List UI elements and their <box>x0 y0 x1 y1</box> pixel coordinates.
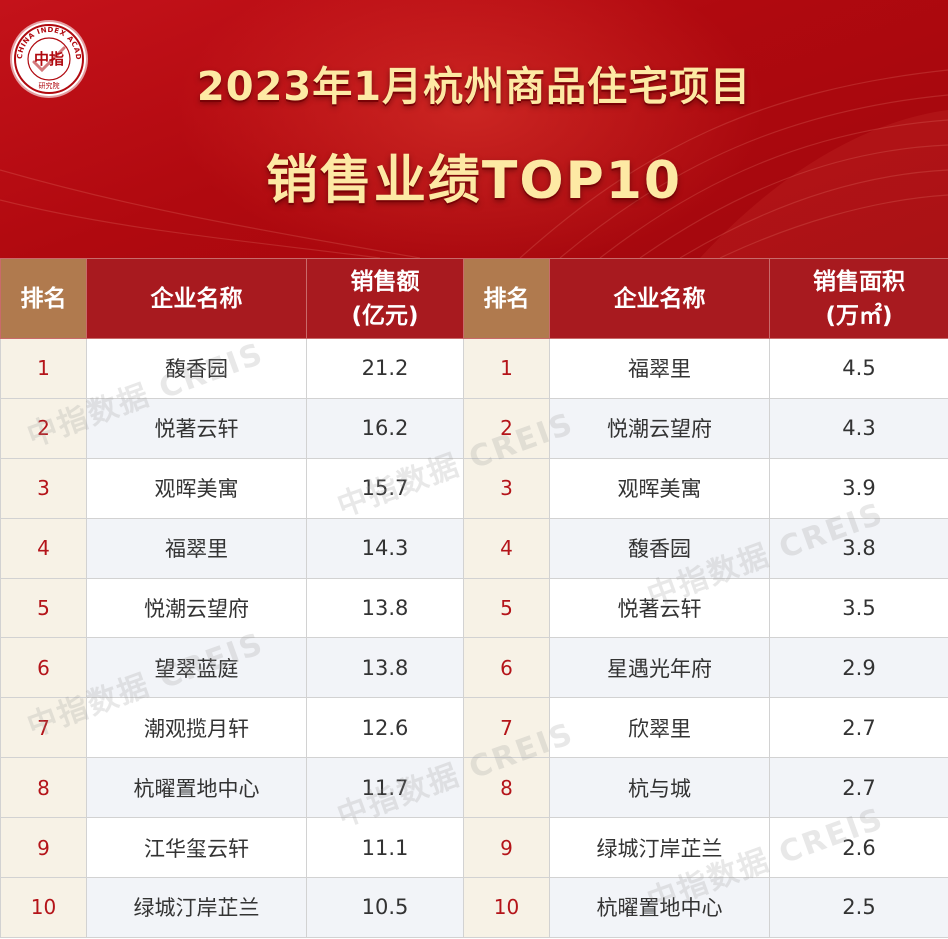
left-name-cell: 潮观揽月轩 <box>86 697 307 759</box>
right-value-cell: 4.5 <box>769 338 948 399</box>
left-rank-cell: 6 <box>0 637 87 699</box>
right-rank-header: 排名 <box>463 258 550 339</box>
right-value-cell: 4.3 <box>769 397 948 459</box>
header-banner: CHINA INDEX ACADEMY 中指 研究院 2023年1月杭州商品住宅… <box>0 0 948 258</box>
left-name-cell: 绿城汀岸芷兰 <box>86 877 307 938</box>
ranking-table: 排名 企业名称 销售额 (亿元) 排名 企业名称 销售面积 (万㎡) 1 馥香园… <box>0 258 948 938</box>
table-row: 6 望翠蓝庭 13.8 6 星遇光年府 2.9 <box>0 637 948 699</box>
table-row: 7 潮观揽月轩 12.6 7 欣翠里 2.7 <box>0 697 948 759</box>
right-rank-cell: 5 <box>463 577 550 639</box>
left-value-cell: 15.7 <box>306 457 464 519</box>
right-name-cell: 悦著云轩 <box>549 577 770 639</box>
left-value-cell: 14.3 <box>306 517 464 579</box>
table-row: 1 馥香园 21.2 1 福翠里 4.5 <box>0 338 948 399</box>
table-row: 2 悦著云轩 16.2 2 悦潮云望府 4.3 <box>0 397 948 459</box>
right-rank-cell: 4 <box>463 517 550 579</box>
left-name-cell: 悦著云轩 <box>86 397 307 459</box>
right-value-cell: 3.9 <box>769 457 948 519</box>
left-name-cell: 悦潮云望府 <box>86 577 307 639</box>
right-value-cell: 2.6 <box>769 817 948 879</box>
right-value-header: 销售面积 (万㎡) <box>769 258 948 339</box>
left-value-cell: 13.8 <box>306 637 464 699</box>
logo-seal-icon: CHINA INDEX ACADEMY 中指 研究院 <box>12 22 84 94</box>
right-name-cell: 杭与城 <box>549 757 770 819</box>
left-value-cell: 10.5 <box>306 877 464 938</box>
left-name-cell: 福翠里 <box>86 517 307 579</box>
right-value-cell: 2.5 <box>769 877 948 938</box>
right-name-cell: 绿城汀岸芷兰 <box>549 817 770 879</box>
left-value-header-unit: (亿元) <box>351 302 419 329</box>
page-title-line-2: 销售业绩TOP10 <box>265 151 683 211</box>
table-row: 8 杭曜置地中心 11.7 8 杭与城 2.7 <box>0 757 948 819</box>
left-rank-cell: 1 <box>0 338 87 399</box>
left-name-cell: 江华玺云轩 <box>86 817 307 879</box>
right-name-cell: 悦潮云望府 <box>549 397 770 459</box>
page-title-line-1: 2023年1月杭州商品住宅项目 <box>196 64 752 110</box>
right-rank-cell: 1 <box>463 338 550 399</box>
left-value-cell: 16.2 <box>306 397 464 459</box>
left-value-cell: 11.1 <box>306 817 464 879</box>
left-rank-cell: 5 <box>0 577 87 639</box>
right-name-cell: 观晖美寓 <box>549 457 770 519</box>
banner-wave-decoration <box>0 69 948 258</box>
left-name-cell: 杭曜置地中心 <box>86 757 307 819</box>
right-rank-cell: 8 <box>463 757 550 819</box>
left-name-cell: 馥香园 <box>86 338 307 399</box>
right-rank-cell: 6 <box>463 637 550 699</box>
right-name-cell: 杭曜置地中心 <box>549 877 770 938</box>
left-value-cell: 12.6 <box>306 697 464 759</box>
right-name-cell: 欣翠里 <box>549 697 770 759</box>
right-value-cell: 2.7 <box>769 757 948 819</box>
right-rank-cell: 7 <box>463 697 550 759</box>
table-header-row: 排名 企业名称 销售额 (亿元) 排名 企业名称 销售面积 (万㎡) <box>0 258 948 339</box>
left-rank-cell: 3 <box>0 457 87 519</box>
right-rank-cell: 9 <box>463 817 550 879</box>
left-name-header: 企业名称 <box>86 258 307 339</box>
right-name-cell: 星遇光年府 <box>549 637 770 699</box>
right-value-cell: 3.8 <box>769 517 948 579</box>
left-rank-cell: 10 <box>0 877 87 938</box>
right-value-header-title: 销售面积 <box>813 268 905 295</box>
right-rank-cell: 3 <box>463 457 550 519</box>
left-value-header: 销售额 (亿元) <box>306 258 464 339</box>
logo: CHINA INDEX ACADEMY 中指 研究院 <box>12 22 86 96</box>
left-value-cell: 11.7 <box>306 757 464 819</box>
right-value-cell: 2.9 <box>769 637 948 699</box>
right-name-cell: 福翠里 <box>549 338 770 399</box>
left-rank-cell: 2 <box>0 397 87 459</box>
right-name-cell: 馥香园 <box>549 517 770 579</box>
right-value-cell: 2.7 <box>769 697 948 759</box>
left-rank-cell: 7 <box>0 697 87 759</box>
left-rank-cell: 9 <box>0 817 87 879</box>
left-value-cell: 21.2 <box>306 338 464 399</box>
table-row: 4 福翠里 14.3 4 馥香园 3.8 <box>0 517 948 579</box>
left-value-cell: 13.8 <box>306 577 464 639</box>
table-row: 3 观晖美寓 15.7 3 观晖美寓 3.9 <box>0 457 948 519</box>
right-value-header-unit: (万㎡) <box>825 302 893 329</box>
logo-sub-text: 研究院 <box>39 81 60 90</box>
right-value-cell: 3.5 <box>769 577 948 639</box>
left-value-header-title: 销售额 <box>350 268 420 295</box>
right-name-header: 企业名称 <box>549 258 770 339</box>
left-rank-cell: 4 <box>0 517 87 579</box>
table-row: 9 江华玺云轩 11.1 9 绿城汀岸芷兰 2.6 <box>0 817 948 879</box>
right-rank-cell: 10 <box>463 877 550 938</box>
table-row: 5 悦潮云望府 13.8 5 悦著云轩 3.5 <box>0 577 948 639</box>
right-rank-cell: 2 <box>463 397 550 459</box>
left-rank-header: 排名 <box>0 258 87 339</box>
table-row: 10 绿城汀岸芷兰 10.5 10 杭曜置地中心 2.5 <box>0 877 948 938</box>
left-name-cell: 望翠蓝庭 <box>86 637 307 699</box>
left-name-cell: 观晖美寓 <box>86 457 307 519</box>
left-rank-cell: 8 <box>0 757 87 819</box>
